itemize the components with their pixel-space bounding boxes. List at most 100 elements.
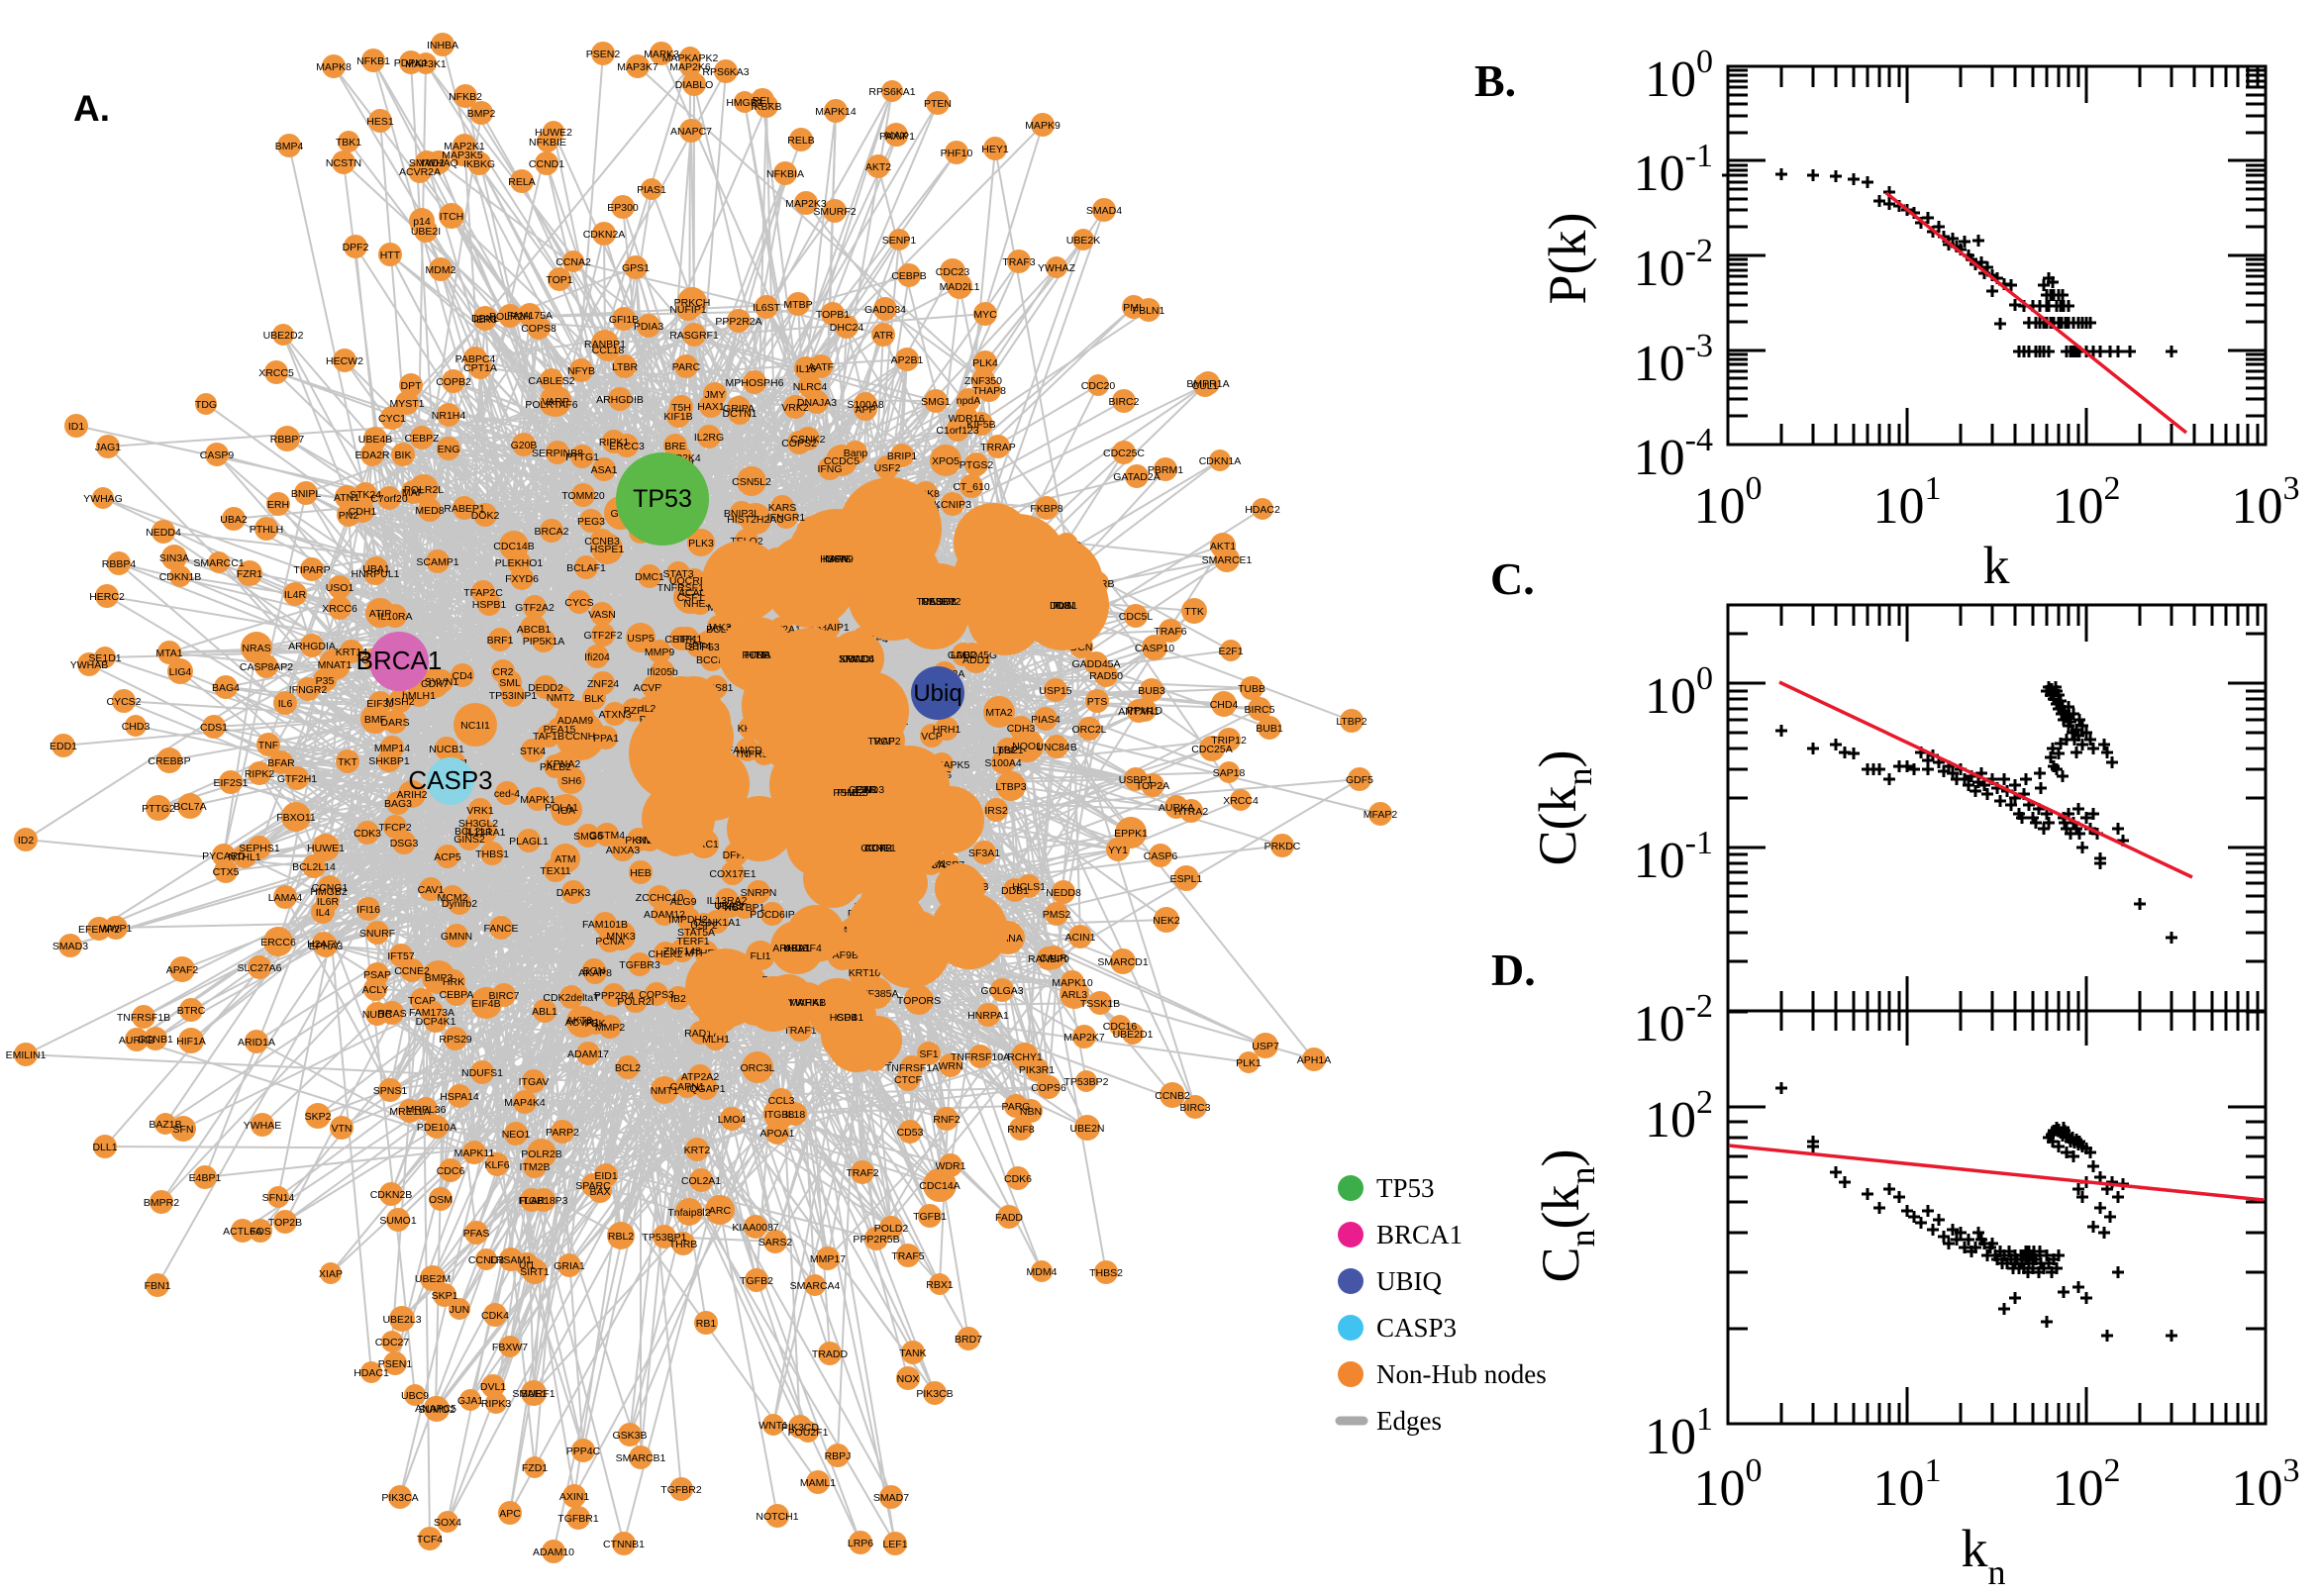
svg-text:ORC2L: ORC2L — [1071, 724, 1106, 736]
svg-text:YWHAE: YWHAE — [244, 1120, 282, 1132]
svg-text:TOPB1: TOPB1 — [816, 309, 850, 321]
svg-text:IB2: IB2 — [670, 993, 686, 1005]
svg-text:ERH: ERH — [267, 499, 289, 511]
svg-text:PPP2R5B: PPP2R5B — [853, 1234, 899, 1246]
svg-text:PTEN: PTEN — [924, 98, 952, 110]
svg-text:APOA1: APOA1 — [759, 1128, 794, 1140]
svg-text:CDK6: CDK6 — [1004, 1173, 1032, 1185]
svg-text:UBC9: UBC9 — [401, 1390, 429, 1402]
svg-text:BAG3: BAG3 — [384, 798, 412, 810]
svg-text:CT_610: CT_610 — [953, 481, 990, 493]
svg-text:KCNIP3: KCNIP3 — [934, 499, 971, 511]
svg-text:BIK: BIK — [395, 449, 412, 461]
svg-text:AKT1: AKT1 — [1210, 541, 1236, 552]
svg-text:SARS2: SARS2 — [758, 1237, 793, 1248]
svg-text:TP53BP2: TP53BP2 — [1064, 1076, 1109, 1088]
svg-text:REL: REL — [753, 95, 773, 107]
svg-text:ABL1: ABL1 — [532, 1006, 557, 1018]
svg-text:TRAF3: TRAF3 — [1002, 256, 1035, 268]
svg-text:TFAP2C: TFAP2C — [463, 587, 503, 599]
svg-text:PPP2R2A: PPP2R2A — [715, 316, 761, 328]
svg-text:BCLAF1: BCLAF1 — [566, 562, 606, 574]
svg-text:PMS2: PMS2 — [1043, 909, 1071, 921]
svg-text:LIG4: LIG4 — [169, 666, 192, 678]
svg-text:CCL3: CCL3 — [768, 1095, 795, 1107]
svg-text:MMP14: MMP14 — [374, 743, 410, 754]
svg-text:BCL2L14: BCL2L14 — [292, 861, 336, 873]
svg-text:HTRA2: HTRA2 — [1174, 806, 1209, 818]
svg-text:VASN: VASN — [588, 609, 616, 621]
svg-text:FZR1: FZR1 — [237, 568, 262, 580]
svg-text:SF1: SF1 — [919, 1048, 938, 1060]
svg-text:CDH3: CDH3 — [1007, 723, 1036, 735]
svg-text:RPS6KA1: RPS6KA1 — [868, 86, 915, 98]
svg-text:SF3A1: SF3A1 — [968, 848, 1000, 859]
svg-text:RRAS: RRAS — [377, 1008, 406, 1020]
svg-text:MTA2: MTA2 — [985, 707, 1012, 719]
svg-text:BRE: BRE — [664, 441, 686, 452]
svg-text:KRT2: KRT2 — [684, 1145, 711, 1156]
svg-text:CDC20: CDC20 — [1081, 380, 1116, 392]
svg-text:UBE2D2: UBE2D2 — [263, 330, 304, 342]
svg-text:XIAP: XIAP — [319, 1268, 343, 1280]
svg-text:RB1: RB1 — [696, 1318, 717, 1330]
svg-text:GJA1: GJA1 — [457, 1395, 483, 1407]
svg-text:TOP1: TOP1 — [546, 274, 572, 286]
svg-text:SMURF1: SMURF1 — [512, 1388, 555, 1400]
svg-text:BRCA2: BRCA2 — [534, 526, 568, 538]
svg-text:PDPK1: PDPK1 — [394, 57, 429, 69]
svg-text:PAXIP1: PAXIP1 — [879, 131, 915, 143]
svg-text:MTA1: MTA1 — [155, 648, 182, 659]
svg-text:FBXO11: FBXO11 — [276, 812, 316, 824]
svg-text:SPARC: SPARC — [575, 1180, 611, 1192]
svg-text:BIRC3: BIRC3 — [1180, 1102, 1211, 1114]
svg-text:MDM4: MDM4 — [1027, 1266, 1058, 1278]
svg-text:ARHGDIB: ARHGDIB — [596, 394, 644, 406]
svg-text:PDCD6IP: PDCD6IP — [750, 909, 795, 921]
svg-text:TCAP: TCAP — [408, 995, 436, 1007]
svg-text:UBE2M: UBE2M — [415, 1273, 451, 1285]
svg-text:PIK3CB: PIK3CB — [916, 1388, 953, 1400]
svg-text:ARHGDIA: ARHGDIA — [288, 641, 336, 652]
svg-text:Dynlrb2: Dynlrb2 — [442, 898, 477, 910]
svg-text:SH6: SH6 — [561, 775, 582, 787]
svg-text:UBE2N: UBE2N — [1069, 1123, 1104, 1135]
svg-text:KIAA0087: KIAA0087 — [732, 1222, 778, 1234]
svg-text:SMARCE1: SMARCE1 — [1202, 554, 1253, 566]
svg-text:MAP2K3: MAP2K3 — [785, 198, 827, 210]
svg-text:MAPK8: MAPK8 — [316, 61, 352, 73]
svg-text:GRIPA: GRIPA — [723, 403, 755, 415]
svg-text:XPO5: XPO5 — [932, 455, 960, 467]
svg-text:MAPK14: MAPK14 — [815, 106, 857, 118]
svg-text:RNF2: RNF2 — [933, 1114, 960, 1126]
svg-text:TEX11: TEX11 — [540, 865, 570, 877]
svg-text:SENP1: SENP1 — [882, 235, 917, 247]
svg-text:YWHAG: YWHAG — [83, 493, 123, 505]
svg-text:UBE4B: UBE4B — [358, 434, 392, 446]
svg-text:MRE11A: MRE11A — [389, 1106, 430, 1118]
svg-text:STK24: STK24 — [350, 489, 381, 501]
svg-text:BUB1: BUB1 — [1256, 723, 1283, 735]
svg-text:RELA: RELA — [508, 176, 535, 188]
svg-text:EIF3J: EIF3J — [366, 698, 393, 710]
svg-text:E4BP1: E4BP1 — [189, 1172, 222, 1184]
svg-text:ARC: ARC — [709, 1205, 732, 1217]
svg-text:E2F1: E2F1 — [1218, 646, 1243, 657]
svg-text:PTS: PTS — [1087, 696, 1107, 708]
svg-text:ATR: ATR — [873, 330, 894, 342]
svg-text:IL4: IL4 — [316, 907, 331, 919]
svg-text:HSPA14: HSPA14 — [440, 1091, 479, 1103]
svg-text:EDD1: EDD1 — [50, 741, 77, 752]
svg-text:STK4: STK4 — [520, 746, 546, 757]
svg-text:POLR2B: POLR2B — [521, 1148, 561, 1160]
svg-text:BIRC2: BIRC2 — [1109, 396, 1140, 408]
svg-text:AXIN1: AXIN1 — [559, 1491, 590, 1503]
svg-text:EPPK1: EPPK1 — [1114, 828, 1148, 840]
svg-text:CDK4: CDK4 — [481, 1310, 509, 1322]
svg-text:RIPK1: RIPK1 — [599, 437, 630, 449]
svg-text:USP5: USP5 — [627, 633, 655, 645]
svg-text:IL10RA: IL10RA — [377, 611, 412, 623]
svg-text:PIAS1: PIAS1 — [637, 184, 666, 196]
svg-text:IQGAP1: IQGAP1 — [686, 1083, 725, 1095]
svg-text:CDK2deltaT: CDK2deltaT — [543, 992, 600, 1004]
